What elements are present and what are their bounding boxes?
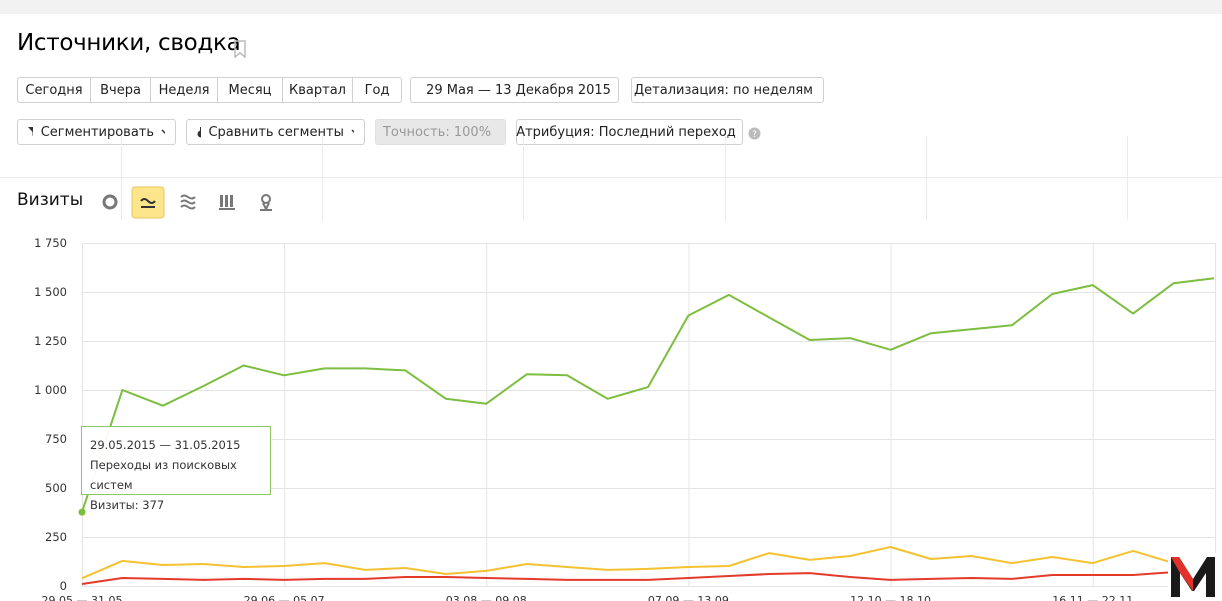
tooltip: 29.05.2015 — 31.05.2015 Переходы из поис… bbox=[81, 426, 271, 512]
detail-select[interactable]: Детализация: по неделям bbox=[631, 77, 824, 103]
x-tick-label: 29.06 — 05.07 bbox=[244, 594, 325, 601]
attribution-select[interactable]: Атрибуция: Последний переход bbox=[516, 119, 743, 145]
pie-icon[interactable] bbox=[102, 194, 118, 210]
bookmark-icon[interactable] bbox=[233, 40, 247, 58]
accuracy-label: Точность: 100% bbox=[382, 124, 492, 140]
help-icon[interactable]: ? bbox=[748, 127, 761, 140]
bar-icon[interactable] bbox=[219, 195, 235, 210]
line-icon-active[interactable] bbox=[131, 186, 165, 219]
tooltip-series: Переходы из поисковых систем bbox=[90, 458, 237, 492]
svg-text:?: ? bbox=[752, 130, 757, 140]
hover-point bbox=[78, 508, 86, 516]
y-tick-label: 1 250 bbox=[34, 334, 67, 348]
y-tick-label: 1 500 bbox=[34, 285, 67, 299]
period-group: Сегодня Вчера Неделя Месяц Квартал Год bbox=[17, 77, 402, 103]
period-button[interactable]: Неделя bbox=[150, 77, 218, 103]
series-line bbox=[81, 277, 1215, 513]
y-tick-label: 1 000 bbox=[34, 383, 67, 397]
x-tick-label: 12.10 — 18.10 bbox=[850, 594, 931, 601]
segment-button[interactable]: Сегментировать bbox=[17, 119, 176, 145]
logo bbox=[1168, 553, 1218, 599]
series-line bbox=[81, 546, 1215, 580]
area-icon[interactable] bbox=[180, 194, 196, 210]
period-button[interactable]: Месяц bbox=[217, 77, 283, 103]
y-tick-label: 500 bbox=[45, 481, 67, 495]
y-tick-label: 250 bbox=[45, 530, 67, 544]
attribution-label: Атрибуция: Последний переход bbox=[516, 124, 736, 140]
period-button[interactable]: Сегодня bbox=[17, 77, 91, 103]
segment-label: Сегментировать bbox=[40, 124, 155, 140]
tooltip-value: Визиты: 377 bbox=[90, 498, 165, 512]
map-icon[interactable] bbox=[260, 194, 272, 212]
period-button[interactable]: Вчера bbox=[90, 77, 151, 103]
column-dividers bbox=[0, 136, 1222, 220]
page-title: Источники, сводка bbox=[17, 30, 241, 56]
line-icon bbox=[140, 198, 156, 208]
date-picker[interactable]: 29 Мая — 13 Декабря 2015 bbox=[410, 77, 619, 103]
accuracy-select: Точность: 100% bbox=[375, 119, 506, 145]
metric-label: Визиты bbox=[17, 190, 84, 210]
y-tick-label: 0 bbox=[60, 579, 67, 593]
period-button[interactable]: Квартал bbox=[282, 77, 353, 103]
x-tick-label: 16.11 — 22.11 bbox=[1052, 594, 1133, 601]
x-tick-label: 03.08 — 09.08 bbox=[446, 594, 527, 601]
series-line bbox=[81, 571, 1215, 585]
y-tick-label: 750 bbox=[45, 432, 67, 446]
date-range: 29 Мая — 13 Декабря 2015 bbox=[426, 82, 611, 98]
period-button[interactable]: Год bbox=[352, 77, 402, 103]
compare-button[interactable]: Сравнить сегменты bbox=[186, 119, 365, 145]
x-tick-label: 29.05 — 31.05 bbox=[42, 594, 123, 601]
tooltip-date: 29.05.2015 — 31.05.2015 bbox=[90, 438, 241, 452]
chart-type-switcher bbox=[102, 186, 272, 219]
detail-label: Детализация: по неделям bbox=[634, 82, 813, 98]
x-tick-label: 07.09 — 13.09 bbox=[648, 594, 729, 601]
compare-label: Сравнить сегменты bbox=[208, 124, 344, 140]
y-tick-label: 1 750 bbox=[34, 236, 67, 250]
top-bar bbox=[0, 0, 1222, 14]
